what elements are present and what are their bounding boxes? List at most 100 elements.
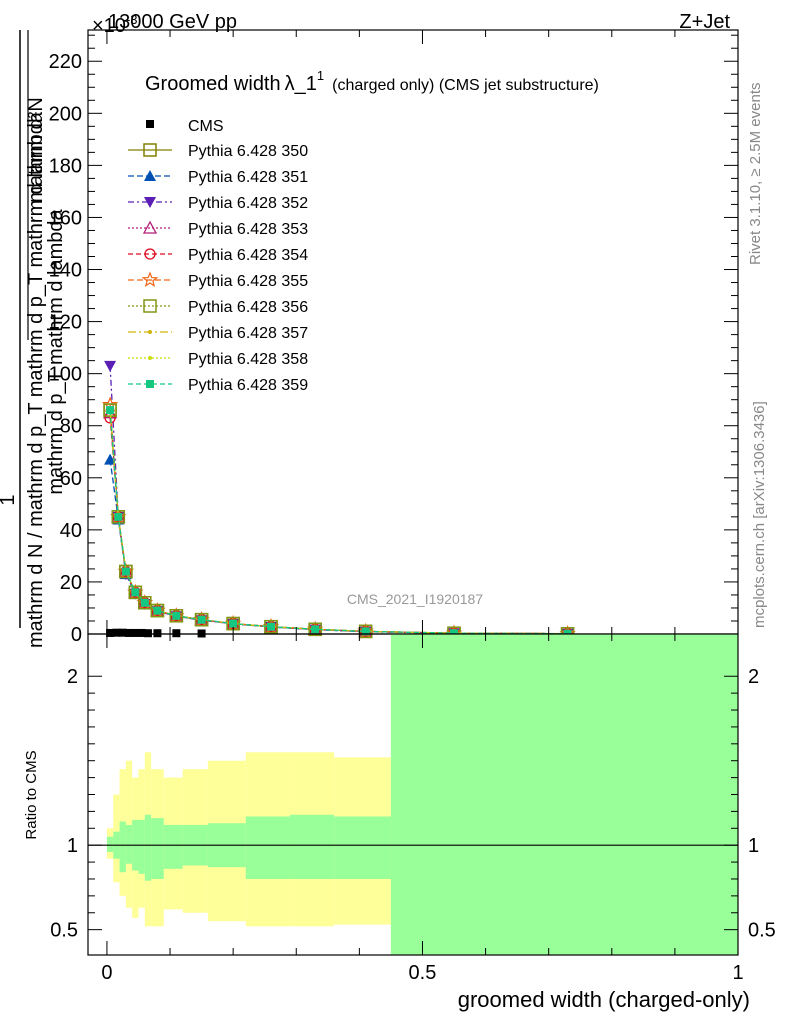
series-line xyxy=(109,410,568,635)
series-354 xyxy=(104,412,574,640)
x-tick-label: 0 xyxy=(101,962,112,984)
data-point xyxy=(119,564,133,579)
data-point xyxy=(121,567,130,576)
series-line xyxy=(109,365,568,635)
ratio-stat-band xyxy=(289,814,335,879)
legend-label: Pythia 6.428 350 xyxy=(188,143,308,160)
data-point xyxy=(128,585,143,600)
data-point xyxy=(144,248,156,260)
legend-label: Pythia 6.428 351 xyxy=(188,169,308,186)
legend-label: Pythia 6.428 354 xyxy=(188,247,308,264)
data-point xyxy=(267,622,276,631)
data-point xyxy=(197,615,206,624)
ratio-y-tick-label: 0.5 xyxy=(50,920,78,942)
series-350 xyxy=(103,403,575,641)
ratio-y-tick-label: 2 xyxy=(67,666,78,688)
y-tick-label: 180 xyxy=(49,155,82,177)
data-point xyxy=(151,604,164,617)
data-point xyxy=(143,299,157,313)
ratio-stat-band xyxy=(390,634,738,955)
data-point xyxy=(146,380,154,388)
series-line xyxy=(109,459,568,635)
cms-point xyxy=(172,629,181,638)
x-tick-label: 0.5 xyxy=(409,962,437,984)
series-line xyxy=(109,417,568,635)
ratio-y-label: Ratio to CMS xyxy=(23,750,40,839)
y-tick-label: 80 xyxy=(60,416,82,438)
series-352 xyxy=(104,360,574,640)
series-line xyxy=(109,412,568,635)
y-label-outer-bottom: mathrm d N / mathrm d p_T mathrm d p_T m… xyxy=(25,111,47,648)
ratio-stat-band xyxy=(144,814,152,881)
main-panel: Groomed width λ_11(charged only) (CMS jet… xyxy=(25,29,739,646)
data-point xyxy=(131,588,140,597)
ratio-stat-band xyxy=(138,819,145,874)
series-356 xyxy=(103,403,575,641)
data-point xyxy=(120,565,132,578)
process-label: Z+Jet xyxy=(679,11,730,33)
mcplots-label: mcplots.cern.ch [arXiv:1306.3436] xyxy=(751,401,768,628)
ratio-stat-band xyxy=(245,816,290,879)
data-point xyxy=(311,625,320,634)
cms-point xyxy=(106,628,115,637)
watermark: CMS_2021_I1920187 xyxy=(347,591,483,607)
y-tick-label: 120 xyxy=(49,312,82,334)
series-353 xyxy=(102,405,575,640)
series-line xyxy=(109,404,568,635)
y-tick-label: 40 xyxy=(60,520,82,542)
y-tick-label: 200 xyxy=(49,103,82,125)
cms-point xyxy=(137,628,146,637)
legend-marker-cms xyxy=(146,120,154,128)
series-357 xyxy=(108,408,570,636)
data-point xyxy=(138,596,152,610)
data-point xyxy=(143,143,157,157)
ratio-stat-band xyxy=(334,816,391,879)
legend-label: Pythia 6.428 357 xyxy=(188,325,308,342)
y-label-top: mathrm d²N xyxy=(25,97,47,203)
series-line xyxy=(109,410,568,635)
series-line xyxy=(109,410,568,635)
ratio-frame xyxy=(87,633,739,956)
legend: CMS Pythia 6.428 350 Pythia 6.428 351 Pythi… xyxy=(128,118,308,394)
cms-point xyxy=(153,629,162,638)
main-frame xyxy=(87,29,739,635)
data-point xyxy=(106,406,115,415)
data-point xyxy=(150,603,165,618)
y-tick-label: 100 xyxy=(49,364,82,386)
data-point xyxy=(229,619,238,628)
data-point xyxy=(129,586,141,598)
y-tick-label: 140 xyxy=(49,260,82,282)
energy-label: 13000 GeV pp xyxy=(108,11,237,33)
series-358 xyxy=(108,408,570,636)
data-point xyxy=(144,170,156,181)
series-359 xyxy=(106,406,572,638)
x-axis-label: groomed width (charged-only) xyxy=(458,987,750,1012)
cms-point xyxy=(131,628,140,637)
y-label-inner-bottom: mathrm d p_T mathrm d lambda xyxy=(45,208,67,494)
legend-label: CMS xyxy=(188,118,224,135)
legend-label: Pythia 6.428 359 xyxy=(188,377,308,394)
data-point xyxy=(153,606,162,615)
data-point xyxy=(169,609,184,623)
data-point xyxy=(361,627,370,636)
ratio-y-tick-label-right: 0.5 xyxy=(748,920,776,942)
series-cms xyxy=(106,628,206,638)
data-point xyxy=(104,360,117,372)
rivet-label: Rivet 3.1.10, ≥ 2.5M events xyxy=(747,83,764,266)
y-tick-label: 160 xyxy=(49,207,82,229)
main-y-axis-label: 1 mathrm d N / mathrm d p_T mathrm d p_T… xyxy=(0,30,47,648)
series-line xyxy=(109,410,568,635)
ratio-stat-band xyxy=(106,836,114,852)
data-point xyxy=(139,597,151,609)
cms-point xyxy=(125,628,134,637)
cms-point xyxy=(143,629,152,638)
data-point xyxy=(140,598,149,607)
legend-label: Pythia 6.428 358 xyxy=(188,351,308,368)
data-point xyxy=(170,610,182,622)
x-tick-label: 1 xyxy=(732,962,743,984)
ratio-stat-band xyxy=(151,818,164,879)
data-point xyxy=(172,611,181,620)
legend-label: Pythia 6.428 353 xyxy=(188,221,308,238)
data-point xyxy=(148,330,152,334)
